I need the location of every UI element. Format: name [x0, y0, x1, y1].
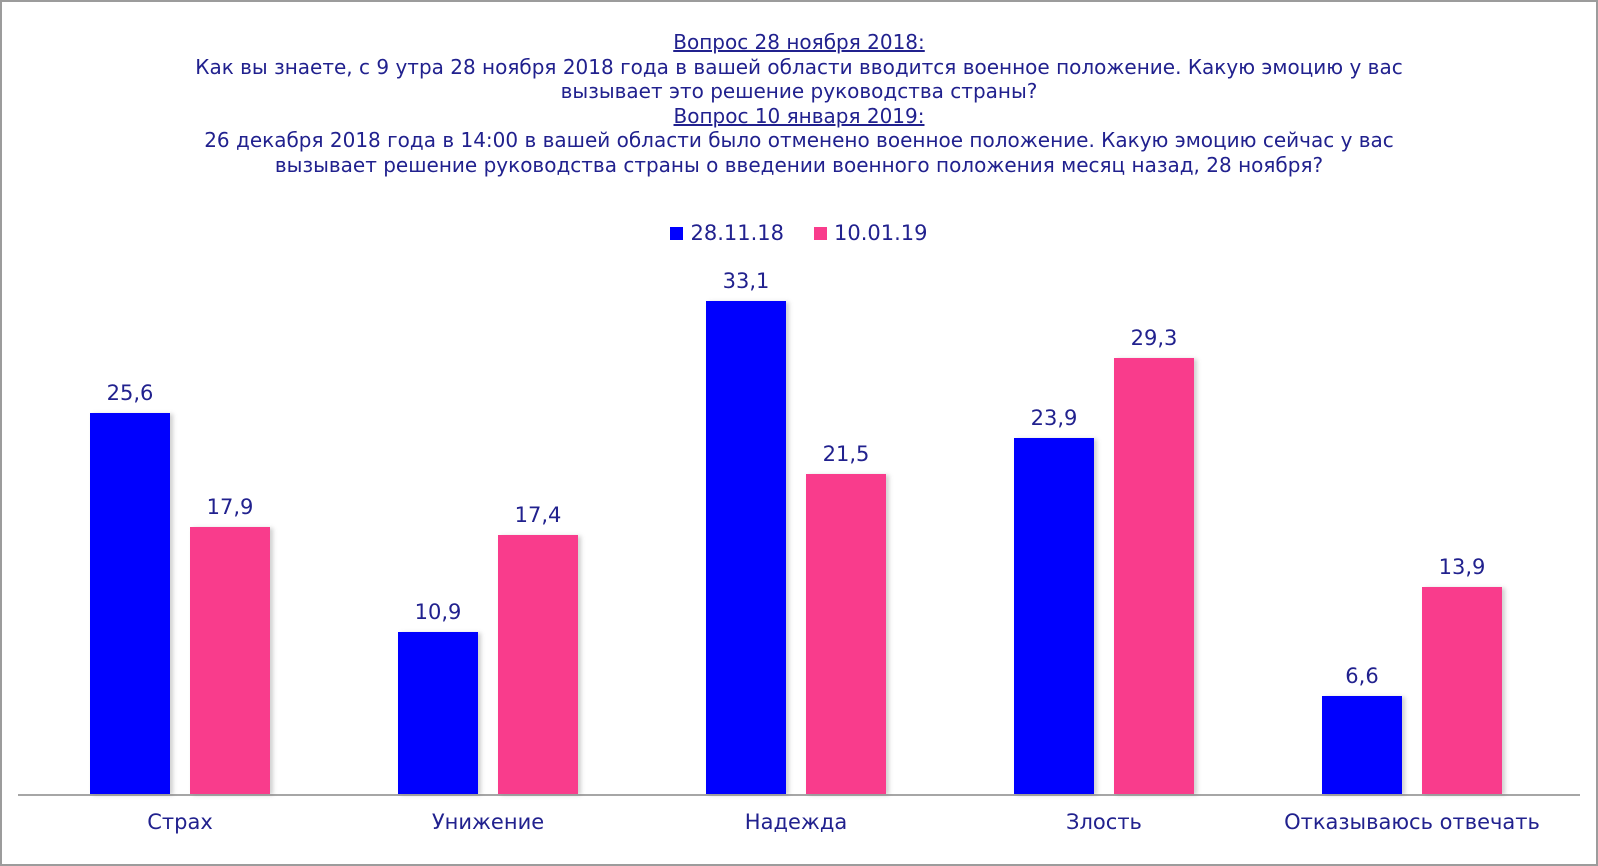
legend: 28.11.18 10.01.19 — [2, 221, 1596, 245]
bar-value-label: 17,9 — [206, 495, 254, 519]
title-line: Как вы знаете, с 9 утра 28 ноября 2018 г… — [195, 54, 1403, 79]
legend-label: 28.11.18 — [690, 221, 784, 245]
bar-value-label: 29,3 — [1130, 326, 1178, 350]
bar-28.11.18-Надежда — [706, 301, 786, 794]
title-line: Вопрос 10 января 2019: — [673, 103, 925, 128]
bar-28.11.18-Злость — [1014, 438, 1094, 794]
bar-10.01.19-Надежда — [806, 474, 886, 794]
bar-value-label: 25,6 — [106, 381, 154, 405]
legend-item-10.01.19: 10.01.19 — [814, 221, 928, 245]
bar-10.01.19-Страх — [190, 527, 270, 794]
bar-10.01.19-Злость — [1114, 358, 1194, 794]
x-axis-label: Унижение — [431, 810, 545, 834]
x-axis-label: Злость — [1066, 810, 1142, 834]
legend-label: 10.01.19 — [834, 221, 928, 245]
bar-value-label: 17,4 — [514, 503, 562, 527]
title-line: вызывает решение руководства страны о вв… — [274, 152, 1324, 177]
bar-value-label: 33,1 — [722, 269, 770, 293]
chart-title: Вопрос 28 ноября 2018: Как вы знаете, с 9… — [2, 30, 1596, 177]
legend-marker-icon — [670, 226, 684, 240]
bar-10.01.19-Отказываюсь отвечать — [1422, 587, 1502, 794]
bar-value-label: 23,9 — [1030, 406, 1078, 430]
bar-value-label: 6,6 — [1345, 664, 1379, 688]
bar-28.11.18-Страх — [90, 413, 170, 794]
x-axis-label: Страх — [147, 810, 213, 834]
x-axis-labels: Страх Унижение Надежда Злость Отказываюсь от… — [18, 810, 1580, 844]
bar-value-label: 21,5 — [822, 442, 870, 466]
bar-28.11.18-Унижение — [398, 632, 478, 794]
bar-value-label: 10,9 — [414, 600, 462, 624]
bar-value-label: 13,9 — [1438, 555, 1486, 579]
x-axis-label: Отказываюсь отвечать — [1284, 810, 1540, 834]
x-axis-label: Надежда — [744, 810, 848, 834]
title-line: Вопрос 28 ноября 2018: — [673, 30, 925, 54]
plot-area: 25,6 17,9 10,9 17,4 33,1 21,5 23,9 29,3 6,6 13,9 — [18, 260, 1580, 796]
bar-10.01.19-Унижение — [498, 535, 578, 794]
legend-item-28.11.18: 28.11.18 — [670, 221, 784, 245]
title-line: 26 декабря 2018 года в 14:00 в вашей обл… — [204, 128, 1394, 152]
bar-28.11.18-Отказываюсь отвечать — [1322, 696, 1402, 794]
title-line: вызывает это решение руководства страны? — [560, 79, 1038, 103]
legend-marker-icon — [814, 226, 827, 240]
